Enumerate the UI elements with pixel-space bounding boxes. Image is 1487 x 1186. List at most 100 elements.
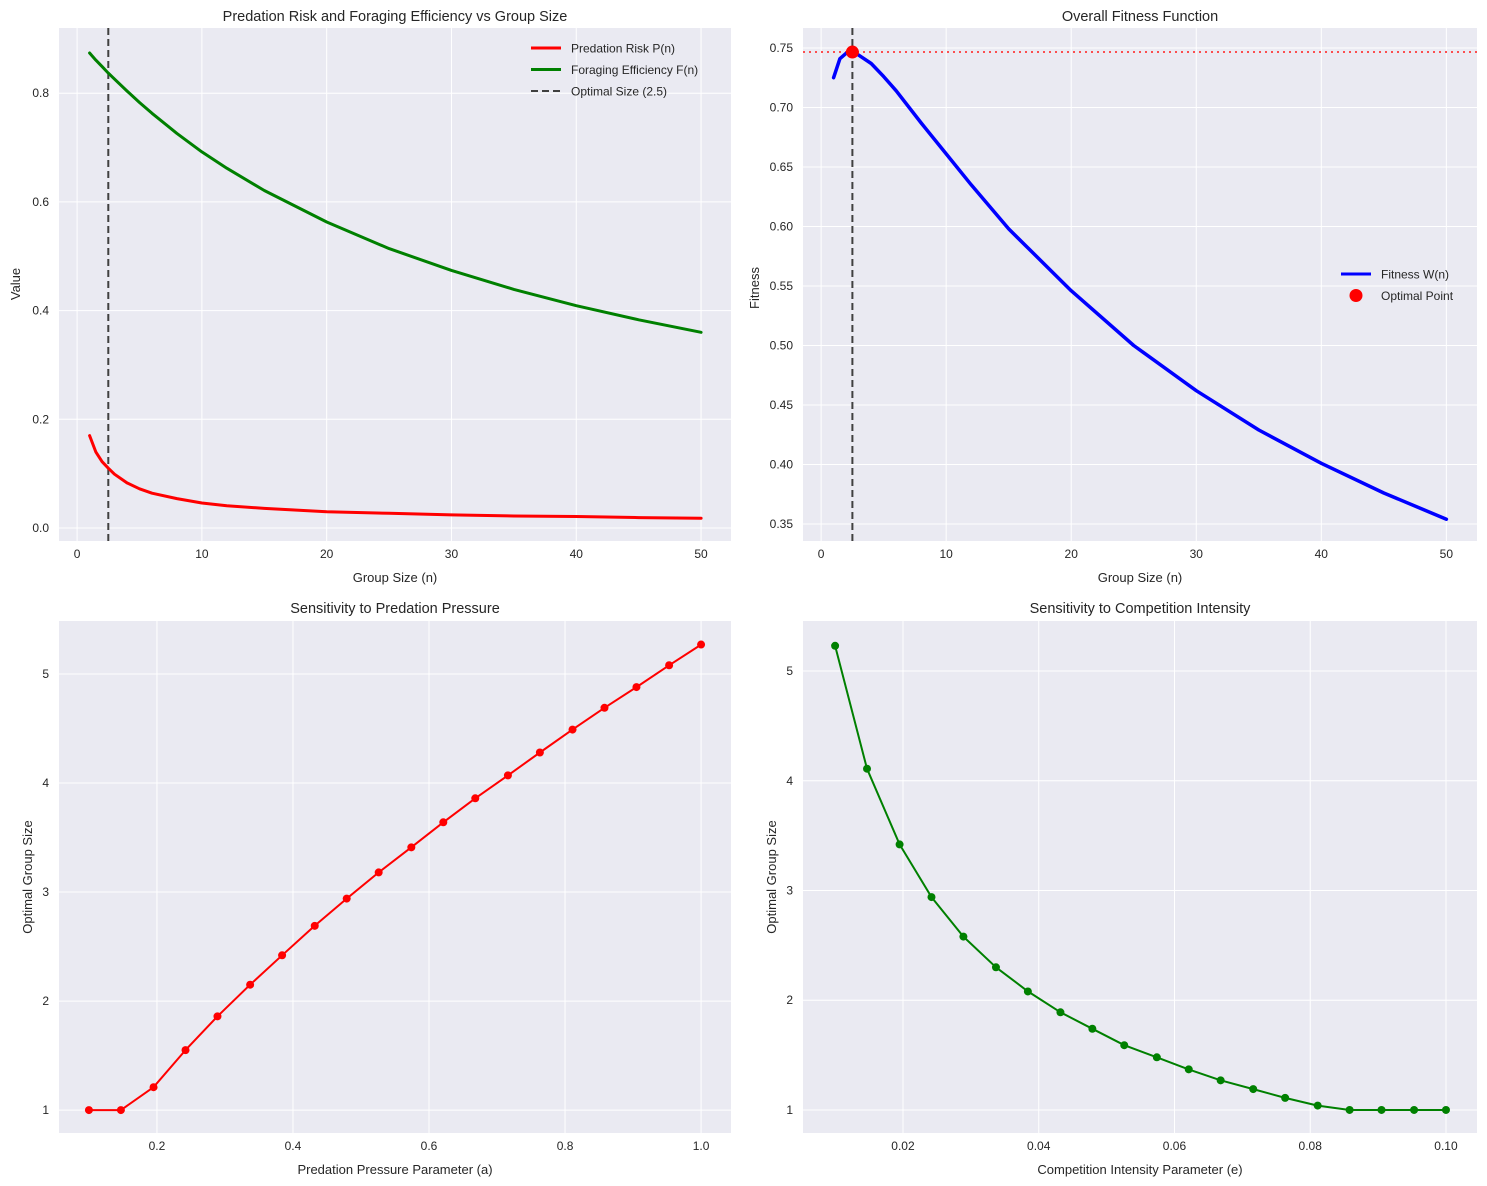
x-tick-label: 50 [694,547,708,561]
y-tick-label: 0.50 [770,338,794,352]
data-point [1410,1105,1419,1114]
panel-overall-fitness: Overall Fitness Function Group Size (n) … [747,9,1477,585]
data-point [149,1083,158,1092]
x-tick-label: 40 [570,547,584,561]
chart-title: Sensitivity to Predation Pressure [290,601,500,617]
data-point [374,868,383,877]
x-tick-label: 30 [445,547,459,561]
x-tick-label: 0.8 [557,1139,574,1153]
data-point [1377,1105,1386,1114]
x-axis-label: Predation Pressure Parameter (a) [297,1162,492,1177]
x-tick-label: 0.06 [1163,1139,1187,1153]
y-tick-label: 5 [42,667,49,681]
plot-area [803,28,1477,541]
y-tick-label: 0.60 [770,219,794,233]
x-tick-label: 10 [195,547,209,561]
data-point [600,703,609,712]
x-tick-label: 1.0 [693,1139,710,1153]
data-point [927,893,936,902]
x-tick-label: 0.08 [1299,1139,1323,1153]
legend: Fitness W(n) Optimal Point [1341,268,1454,303]
data-point [697,640,706,649]
y-tick-label: 0.0 [32,521,49,535]
x-tick-label: 10 [939,547,953,561]
data-point [84,1106,93,1115]
data-point [213,1012,222,1021]
x-tick-label: 20 [1065,547,1079,561]
x-tick-label: 40 [1315,547,1329,561]
x-tick-label: 0 [818,547,825,561]
y-tick-label: 3 [786,883,793,897]
plot-area [59,28,731,541]
data-point [831,641,840,650]
y-tick-label: 1 [42,1103,49,1117]
y-tick-label: 0.55 [770,279,794,293]
y-tick-label: 5 [786,664,793,678]
data-point [1249,1085,1258,1094]
y-axis-label: Optimal Group Size [764,820,779,933]
y-tick-label: 4 [786,774,793,788]
y-tick-label: 0.8 [32,86,49,100]
x-tick-label: 0 [74,547,81,561]
data-point [342,894,351,903]
data-point [471,794,480,803]
series-line-0 [88,434,703,520]
chart-title: Sensitivity to Competition Intensity [1030,601,1252,617]
legend-marker [1349,289,1363,302]
y-tick-label: 3 [42,885,49,899]
x-axis-label: Competition Intensity Parameter (e) [1037,1162,1242,1177]
panel-predation-sensitivity: Sensitivity to Predation Pressure Predat… [20,601,731,1177]
data-point [632,683,641,692]
x-tick-label: 20 [320,547,334,561]
data-point [407,843,416,852]
y-axis-label: Optimal Group Size [20,820,35,933]
y-axis-label: Fitness [747,267,762,309]
x-tick-label: 0.04 [1027,1139,1051,1153]
legend-label: Foraging Efficiency F(n) [571,63,698,77]
data-point [1120,1041,1129,1050]
legend-label: Fitness W(n) [1381,268,1449,282]
x-tick-label: 50 [1440,547,1454,561]
data-point [116,1106,125,1115]
y-tick-label: 1 [786,1103,793,1117]
data-point [1023,987,1032,996]
plot-area [59,621,731,1133]
data-point [895,840,904,849]
data-point [863,764,872,773]
data-point [1313,1101,1322,1110]
y-tick-label: 2 [786,993,793,1007]
data-point [1281,1093,1290,1102]
legend-label: Predation Risk P(n) [571,42,675,56]
y-tick-label: 0.45 [770,398,794,412]
x-tick-label: 0.2 [149,1139,166,1153]
y-axis-label: Value [8,268,23,300]
y-tick-label: 0.4 [32,304,49,318]
panel-competition-sensitivity: Sensitivity to Competition Intensity Com… [764,601,1477,1177]
data-point [278,951,287,960]
data-point [959,932,968,941]
axes-background [59,621,731,1133]
x-tick-label: 0.10 [1434,1139,1458,1153]
data-point [181,1046,190,1055]
data-point [503,771,512,780]
y-tick-label: 0.2 [32,412,49,426]
data-point [535,748,544,757]
x-axis-label: Group Size (n) [1098,570,1183,585]
legend-label: Optimal Point [1381,289,1454,303]
y-tick-label: 0.75 [770,41,794,55]
data-point [1184,1065,1193,1074]
data-point [1216,1076,1225,1085]
optimal-point-marker [845,45,859,59]
y-tick-label: 0.40 [770,457,794,471]
plot-area [803,621,1477,1133]
y-tick-label: 0.70 [770,100,794,114]
axes-background [803,621,1477,1133]
y-tick-label: 2 [42,994,49,1008]
x-axis-label: Group Size (n) [353,570,438,585]
data-point [1441,1105,1450,1114]
series-line-0 [87,643,703,1112]
chart-title: Overall Fitness Function [1062,9,1218,25]
y-tick-label: 4 [42,776,49,790]
data-point [1056,1008,1065,1017]
